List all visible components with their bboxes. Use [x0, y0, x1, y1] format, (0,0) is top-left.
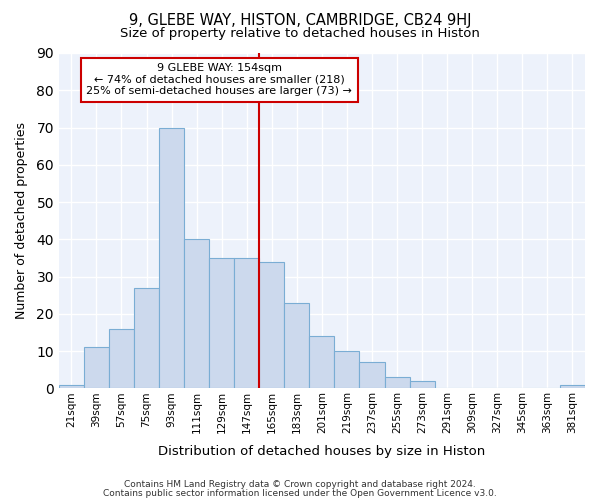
Text: Size of property relative to detached houses in Histon: Size of property relative to detached ho…	[120, 28, 480, 40]
Bar	[259, 262, 284, 388]
Bar	[359, 362, 385, 388]
Text: Contains HM Land Registry data © Crown copyright and database right 2024.: Contains HM Land Registry data © Crown c…	[124, 480, 476, 489]
Bar	[134, 288, 159, 388]
Bar	[560, 385, 585, 388]
Bar	[159, 128, 184, 388]
Y-axis label: Number of detached properties: Number of detached properties	[15, 122, 28, 319]
X-axis label: Distribution of detached houses by size in Histon: Distribution of detached houses by size …	[158, 444, 485, 458]
Bar	[184, 240, 209, 388]
Bar	[84, 348, 109, 389]
Bar	[59, 385, 84, 388]
Bar	[234, 258, 259, 388]
Bar	[385, 378, 410, 388]
Bar	[334, 351, 359, 389]
Bar	[310, 336, 334, 388]
Text: 9 GLEBE WAY: 154sqm
← 74% of detached houses are smaller (218)
25% of semi-detac: 9 GLEBE WAY: 154sqm ← 74% of detached ho…	[86, 63, 352, 96]
Bar	[410, 381, 434, 388]
Bar	[209, 258, 234, 388]
Bar	[284, 303, 310, 388]
Bar	[109, 329, 134, 388]
Text: Contains public sector information licensed under the Open Government Licence v3: Contains public sector information licen…	[103, 488, 497, 498]
Text: 9, GLEBE WAY, HISTON, CAMBRIDGE, CB24 9HJ: 9, GLEBE WAY, HISTON, CAMBRIDGE, CB24 9H…	[129, 12, 471, 28]
